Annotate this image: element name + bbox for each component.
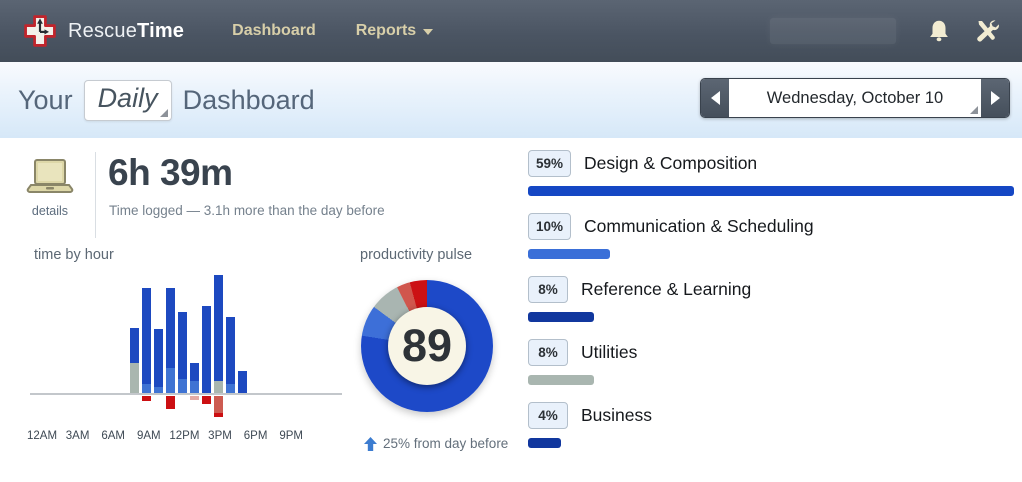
categories-panel: 59% Design & Composition 10% Communication … — [528, 150, 1014, 465]
bar-segment-very-productive — [166, 288, 175, 368]
x-tick-label: 12AM — [26, 430, 58, 442]
bar-segment-below-very-distracting — [166, 396, 175, 409]
bar-segment-below-very-distracting — [202, 396, 211, 404]
blurred-account-area[interactable] — [770, 18, 896, 44]
bar-segment-very-productive — [214, 275, 223, 381]
bar-segment-productive — [154, 387, 163, 393]
bar-segment-very-productive — [178, 312, 187, 379]
category-bar — [528, 312, 594, 322]
title-prefix: Your — [18, 85, 73, 115]
time-by-hour-title: time by hour — [34, 247, 114, 263]
category-row-header: 59% Design & Composition — [528, 150, 1014, 177]
x-tick-label: 3PM — [208, 430, 232, 442]
tools-icon[interactable] — [974, 18, 1000, 44]
category-bar — [528, 186, 1014, 196]
x-axis-line — [30, 393, 342, 395]
x-tick-label: 12PM — [169, 430, 200, 442]
category-row-header: 8% Reference & Learning — [528, 276, 1014, 303]
category-label: Utilities — [581, 342, 638, 362]
details-link[interactable]: details — [24, 158, 76, 218]
laptop-icon — [26, 159, 74, 193]
x-tick-label: 9PM — [279, 430, 304, 442]
prev-day-button[interactable] — [701, 79, 729, 117]
date-navigator: Wednesday, October 10 — [700, 78, 1010, 118]
top-navbar: RescueTime Dashboard Reports — [0, 0, 1022, 62]
rescuetime-logo-icon[interactable] — [22, 13, 58, 49]
percent-badge: 59% — [528, 150, 572, 177]
category-label: Reference & Learning — [581, 279, 752, 299]
bar-segment-very-productive — [238, 371, 247, 393]
bar-segment-very-productive — [190, 363, 199, 381]
category-row[interactable]: 8% Utilities — [528, 339, 1014, 385]
title-suffix: Dashboard — [182, 85, 315, 115]
vertical-divider — [95, 152, 96, 238]
category-row-header: 10% Communication & Scheduling — [528, 213, 1014, 240]
percent-badge: 10% — [528, 213, 572, 240]
bar-segment-very-productive — [154, 329, 163, 387]
category-row[interactable]: 8% Reference & Learning — [528, 276, 1014, 322]
time-by-hour-chart: 12AM 3AM 6AM 9AM 12PM 3PM 6PM 9PM — [26, 262, 342, 462]
bar-segment-very-productive — [130, 328, 139, 363]
bar-segment-productive — [190, 381, 199, 393]
bar-segment-neutral — [214, 381, 223, 393]
x-tick-label: 6AM — [101, 430, 126, 442]
details-label: details — [31, 204, 69, 218]
date-display-dropdown[interactable]: Wednesday, October 10 — [729, 79, 981, 117]
period-selector-dropdown[interactable]: Daily — [83, 80, 172, 121]
category-bar — [528, 249, 611, 259]
percent-badge: 4% — [528, 402, 568, 429]
up-arrow-icon — [364, 436, 377, 451]
chevron-left-icon — [710, 91, 720, 105]
time-logged-caption: Time logged — 3.1h more than the day bef… — [109, 203, 385, 218]
bar-segment-below-very-distracting — [142, 396, 151, 401]
bar-segment-very-productive — [202, 306, 211, 393]
nav-link-dashboard[interactable]: Dashboard — [232, 22, 316, 39]
time-logged-value: 6h 39m — [108, 152, 233, 193]
pulse-footnote: 25% from day before — [364, 436, 508, 451]
category-row-header: 4% Business — [528, 402, 1014, 429]
category-row[interactable]: 4% Business — [528, 402, 1014, 448]
percent-badge: 8% — [528, 276, 568, 303]
dropdown-grip-icon — [159, 109, 168, 117]
bar-segment-productive — [178, 379, 187, 393]
bell-icon[interactable] — [926, 18, 952, 44]
category-bar — [528, 375, 594, 385]
bar-segment-below-distracting-faint — [190, 396, 199, 400]
x-tick-label: 9AM — [136, 430, 161, 442]
pulse-score: 89 — [388, 307, 466, 385]
category-label: Communication & Scheduling — [584, 216, 814, 236]
category-label: Design & Composition — [584, 153, 758, 173]
bar-segment-productive — [166, 368, 175, 393]
bar-segment-below-very-distracting — [214, 413, 223, 417]
bar-segment-very-productive — [226, 317, 235, 384]
x-tick-label: 6PM — [243, 430, 268, 442]
subheader: Your Daily Dashboard Wednesday, October … — [0, 62, 1022, 138]
caret-down-icon — [423, 29, 434, 35]
next-day-button[interactable] — [981, 79, 1009, 117]
chevron-right-icon — [990, 91, 1000, 105]
dropdown-grip-icon — [970, 106, 978, 114]
bar-segment-below-distracting — [214, 396, 223, 413]
bar-segment-productive — [142, 384, 151, 393]
pulse-footnote-text: 25% from day before — [383, 436, 509, 451]
x-tick-label: 3AM — [65, 430, 90, 442]
category-row[interactable]: 10% Communication & Scheduling — [528, 213, 1014, 259]
productivity-pulse-title: productivity pulse — [360, 247, 473, 263]
category-label: Business — [581, 405, 653, 425]
bar-segment-very-productive — [142, 288, 151, 384]
nav-links: Dashboard Reports — [232, 22, 434, 40]
category-row-header: 8% Utilities — [528, 339, 1014, 366]
nav-link-reports[interactable]: Reports — [356, 22, 434, 40]
category-bar — [528, 438, 561, 448]
percent-badge: 8% — [528, 339, 568, 366]
category-row[interactable]: 59% Design & Composition — [528, 150, 1014, 196]
brand-text[interactable]: RescueTime — [68, 19, 185, 42]
bar-segment-productive — [226, 384, 235, 393]
page-title: Your Daily Dashboard — [18, 80, 315, 121]
bar-segment-neutral — [130, 363, 139, 393]
productivity-pulse-donut: 89 — [361, 280, 493, 412]
